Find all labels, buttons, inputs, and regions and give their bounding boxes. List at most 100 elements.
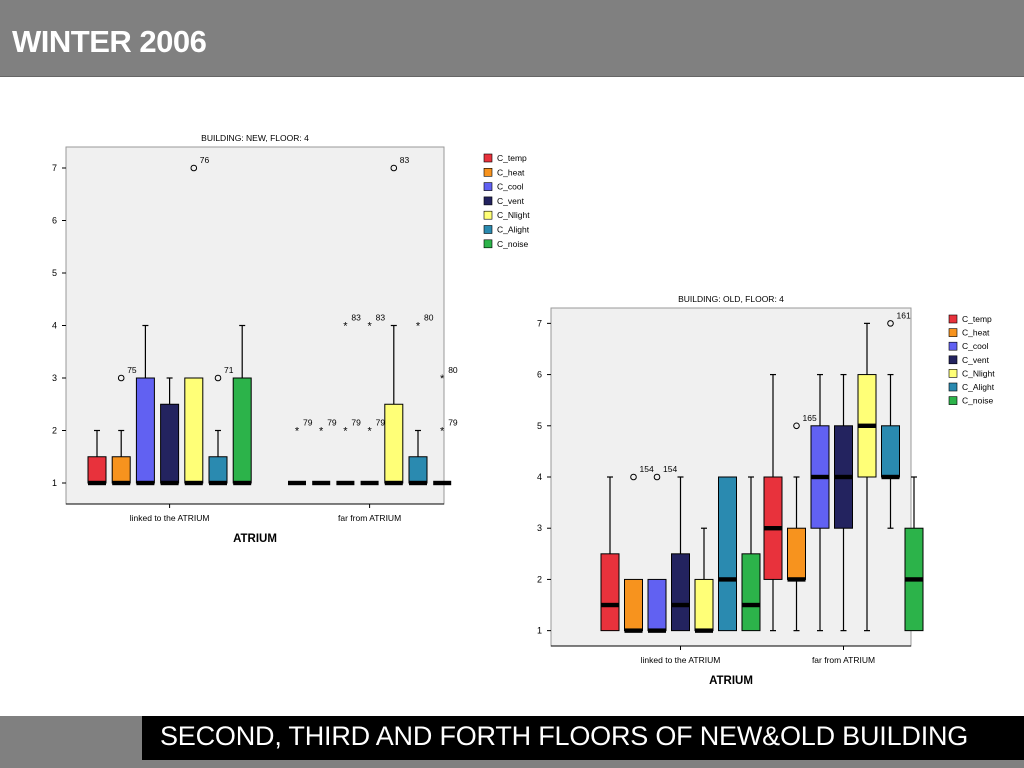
legend-label: C_cool bbox=[497, 182, 524, 192]
legend-label: C_temp bbox=[962, 314, 992, 324]
box-c-nlight bbox=[384, 403, 404, 484]
legend-swatch bbox=[483, 225, 493, 234]
y-tick-label: 7 bbox=[52, 163, 57, 173]
x-tick-label: far from ATRIUM bbox=[812, 655, 875, 665]
legend-swatch bbox=[483, 182, 493, 191]
chart-title: BUILDING: NEW, FLOOR: 4 bbox=[201, 133, 309, 143]
slide-subtitle: SECOND, THIRD AND FORTH FLOORS OF NEW&OL… bbox=[160, 721, 969, 751]
y-tick-label: 6 bbox=[537, 370, 542, 380]
legend-label: C_cool bbox=[962, 341, 989, 351]
box-c-vent bbox=[160, 403, 180, 484]
outlier-circle bbox=[653, 473, 661, 481]
outlier-label: 79 bbox=[448, 418, 458, 428]
y-tick-label: 4 bbox=[52, 321, 57, 331]
outlier-star: * bbox=[343, 426, 348, 438]
outlier-circle bbox=[390, 164, 398, 172]
outlier-circle bbox=[117, 374, 125, 382]
median-line bbox=[136, 480, 155, 486]
median-line bbox=[409, 480, 427, 486]
box-c-heat bbox=[111, 456, 131, 484]
outlier-star: * bbox=[367, 426, 372, 438]
legend-swatch bbox=[948, 328, 958, 337]
median-line bbox=[671, 602, 690, 608]
legend-label: C_noise bbox=[962, 396, 993, 406]
x-axis-title: ATRIUM bbox=[233, 533, 277, 545]
outlier-label: 80 bbox=[448, 365, 458, 375]
x-tick-label: far from ATRIUM bbox=[338, 513, 401, 523]
legend-label: C_noise bbox=[497, 239, 528, 249]
y-tick-label: 3 bbox=[537, 523, 542, 533]
outlier-label: 71 bbox=[224, 365, 234, 375]
median-line bbox=[312, 480, 331, 486]
y-tick-label: 1 bbox=[52, 478, 57, 488]
box-c-heat bbox=[624, 578, 643, 632]
legend-swatch bbox=[483, 210, 493, 220]
legend-swatch bbox=[948, 314, 958, 324]
y-tick-label: 4 bbox=[537, 472, 542, 482]
box-c-alight bbox=[208, 456, 228, 484]
legend-swatch bbox=[948, 341, 958, 351]
box-c-cool bbox=[647, 578, 667, 632]
outlier-label: 79 bbox=[327, 418, 337, 428]
legend-label: C_Nlight bbox=[962, 368, 995, 378]
median-line bbox=[648, 628, 666, 633]
outlier-label: 161 bbox=[897, 310, 911, 320]
legend-swatch bbox=[483, 196, 493, 206]
plot-area bbox=[65, 146, 445, 505]
median-line bbox=[742, 602, 760, 608]
legend-label: C_Alight bbox=[497, 225, 530, 235]
x-axis-title: ATRIUM bbox=[709, 675, 753, 687]
slide-title: WINTER 2006 bbox=[12, 24, 207, 59]
median-line bbox=[184, 480, 203, 486]
median-line bbox=[209, 480, 227, 486]
box-c-cool bbox=[135, 377, 155, 484]
outlier-label: 154 bbox=[663, 464, 677, 474]
x-tick-label: linked to the ATRIUM bbox=[641, 655, 721, 665]
legend-swatch bbox=[483, 167, 493, 177]
box-c-temp bbox=[87, 456, 107, 484]
slide-header: WINTER 2006 bbox=[0, 0, 1024, 77]
y-tick-label: 3 bbox=[52, 373, 57, 383]
boxplot-chart-old-building: BUILDING: OLD, FLOOR: 4 1 2 3 4 5 6 7 linked to … bbox=[537, 294, 995, 687]
chart-title: BUILDING: OLD, FLOOR: 4 bbox=[678, 294, 784, 304]
median-line bbox=[834, 474, 853, 480]
box-c-heat bbox=[787, 527, 806, 580]
outlier-star: * bbox=[295, 426, 300, 438]
box-c-vent bbox=[671, 553, 690, 632]
median-line bbox=[811, 474, 829, 480]
outlier-circle bbox=[793, 422, 800, 430]
box-c-nlight bbox=[184, 377, 204, 484]
outlier-label: 79 bbox=[376, 418, 386, 428]
outlier-circle bbox=[630, 473, 637, 481]
y-tick-label: 5 bbox=[52, 268, 57, 278]
median-line bbox=[601, 602, 619, 608]
y-tick-label: 1 bbox=[537, 626, 542, 636]
median-line bbox=[336, 480, 355, 486]
outlier-label: 76 bbox=[200, 155, 210, 165]
box-c-noise bbox=[232, 377, 252, 484]
legend-swatch bbox=[948, 396, 958, 405]
median-line bbox=[233, 480, 252, 486]
median-line bbox=[695, 628, 713, 633]
outlier-star: * bbox=[319, 426, 324, 438]
outlier-star: * bbox=[343, 321, 348, 333]
y-tick-label: 5 bbox=[537, 421, 542, 431]
legend-label: C_vent bbox=[497, 196, 525, 206]
box-c-temp bbox=[600, 553, 620, 632]
median-line bbox=[787, 577, 806, 582]
median-line bbox=[764, 526, 782, 531]
legend-label: C_temp bbox=[497, 153, 527, 163]
legend-label: C_Alight bbox=[962, 382, 995, 392]
median-line bbox=[905, 577, 923, 582]
median-line bbox=[433, 480, 452, 486]
subtitle-bar bbox=[142, 716, 1024, 760]
x-tick-label: linked to the ATRIUM bbox=[130, 513, 210, 523]
outlier-star: * bbox=[440, 373, 445, 385]
median-line bbox=[360, 480, 379, 486]
outlier-star: * bbox=[440, 426, 445, 438]
box-c-alight bbox=[408, 456, 428, 484]
boxplot-chart-new-building: BUILDING: NEW, FLOOR: 4 1 2 3 4 5 6 7 linked to … bbox=[52, 133, 530, 545]
legend-swatch bbox=[948, 369, 958, 378]
outlier-star: * bbox=[367, 321, 372, 333]
outlier-circle bbox=[190, 164, 198, 172]
